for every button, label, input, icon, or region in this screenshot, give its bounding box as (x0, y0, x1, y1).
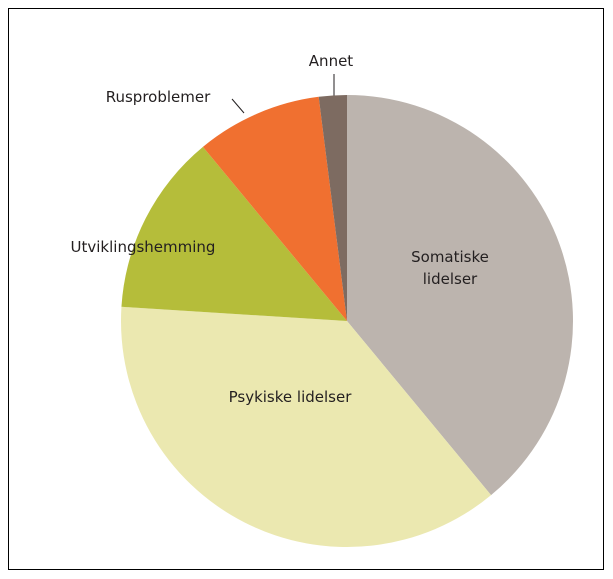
pie-slice (347, 95, 573, 496)
pie-slice (121, 306, 492, 547)
slice-label: Utviklingshemming (70, 238, 216, 256)
slice-label: Somatiske lidelser (411, 248, 489, 288)
pie-slice (318, 95, 347, 321)
leader-line (231, 98, 245, 114)
slice-label: Psykiske lidelser (228, 388, 352, 406)
pie-slice (202, 96, 347, 321)
slice-label: Rusproblemer (105, 88, 211, 106)
slice-label: Annet (308, 52, 354, 70)
pie-slice (121, 146, 348, 321)
